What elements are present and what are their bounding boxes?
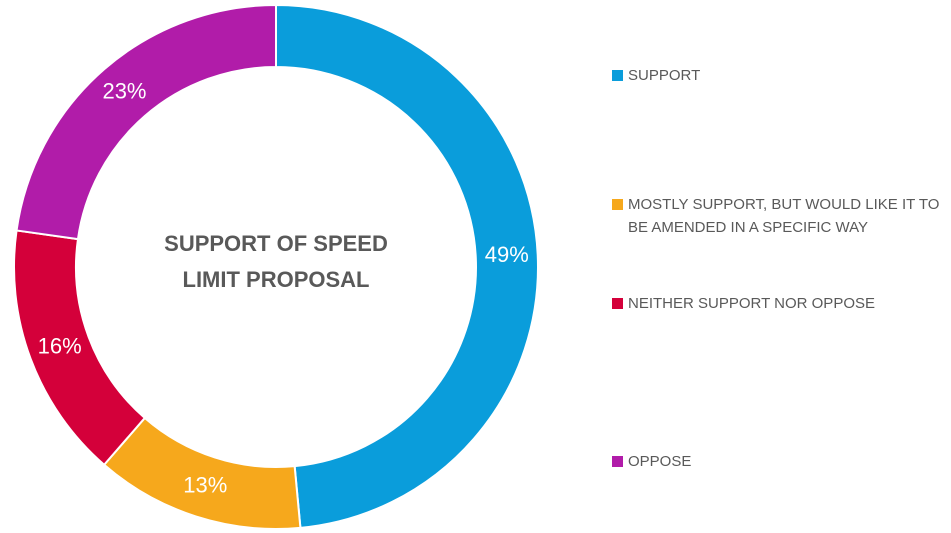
legend-swatch — [612, 298, 623, 309]
legend-item: NEITHER SUPPORT NOR OPPOSE — [612, 292, 948, 315]
data-label: 23% — [102, 78, 146, 103]
data-label: 49% — [485, 242, 529, 267]
legend-swatch — [612, 70, 623, 81]
legend-label: SUPPORT — [628, 67, 701, 84]
legend-label: MOSTLY SUPPORT, BUT WOULD LIKE IT TO BE … — [628, 196, 940, 236]
data-label: 13% — [183, 473, 227, 498]
donut-slice — [275, 3, 539, 529]
legend-swatch — [612, 456, 623, 467]
legend-label: OPPOSE — [628, 453, 692, 470]
legend-label: NEITHER SUPPORT NOR OPPOSE — [628, 295, 875, 312]
legend-swatch — [612, 199, 623, 210]
legend-item: OPPOSE — [612, 450, 948, 473]
donut-slice — [15, 3, 277, 241]
legend-item: MOSTLY SUPPORT, BUT WOULD LIKE IT TO BE … — [612, 193, 948, 239]
legend-item: SUPPORT — [612, 64, 948, 87]
data-label: 16% — [38, 334, 82, 359]
chart-title: SUPPORT OF SPEED LIMIT PROPOSAL — [164, 231, 388, 292]
